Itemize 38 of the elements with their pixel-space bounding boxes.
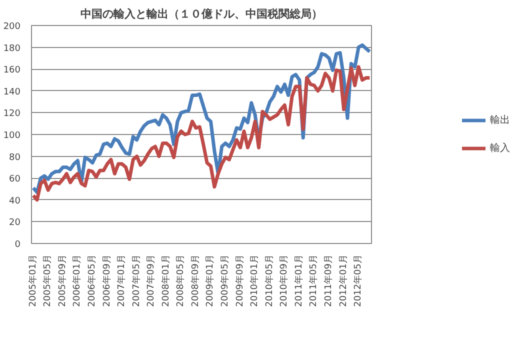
x-tick-label: 2011年01月 [293,254,304,307]
y-tick-label: 160 [3,66,21,76]
x-tick-label: 2009年05月 [220,254,231,307]
x-tick-label: 2008年01月 [160,254,172,307]
y-tick-label: 100 [3,131,21,141]
x-tick-label: 2011年05月 [308,254,320,307]
y-tick-label: 140 [3,87,21,98]
x-tick-label: 2008年09月 [190,254,201,307]
x-tick-label: 2005年05月 [42,254,54,307]
x-tick-label: 2005年09月 [56,254,68,307]
x-tick-label: 2006年01月 [72,254,83,307]
legend-label: 輸入 [490,142,510,155]
x-tick-label: 2012年05月 [352,254,364,307]
x-tick-label: 2011年09月 [323,254,334,307]
x-tick-label: 2009年09月 [234,254,246,307]
x-tick-label: 2006年09月 [101,254,112,307]
y-tick-label: 120 [3,109,21,120]
y-tick-label: 200 [3,22,21,32]
legend-label: 輸出 [490,114,510,127]
chart-title: 中国の輸入と輸出（１０億ドル、中国税関総局） [80,8,322,20]
x-tick-label: 2012年01月 [338,254,349,307]
y-tick-label: 80 [9,152,21,163]
y-tick-label: 60 [9,174,21,185]
x-tick-label: 2007年01月 [116,254,128,307]
x-tick-label: 2008年05月 [175,254,186,307]
y-tick-label: 40 [9,196,21,206]
x-tick-label: 2010年01月 [249,254,260,307]
x-tick-label: 2010年09月 [278,254,290,307]
x-tick-label: 2009年01月 [204,254,216,307]
x-tick-label: 2006年05月 [86,254,98,307]
y-tick-label: 0 [14,240,21,250]
line-series [32,65,372,202]
x-tick-label: 2007年05月 [130,254,142,307]
y-tick-label: 20 [9,218,21,228]
x-tick-label: 2005年01月 [27,254,38,307]
x-tick-label: 2010年05月 [264,254,275,307]
y-tick-label: 180 [3,44,21,54]
x-tick-label: 2007年09月 [146,254,157,307]
